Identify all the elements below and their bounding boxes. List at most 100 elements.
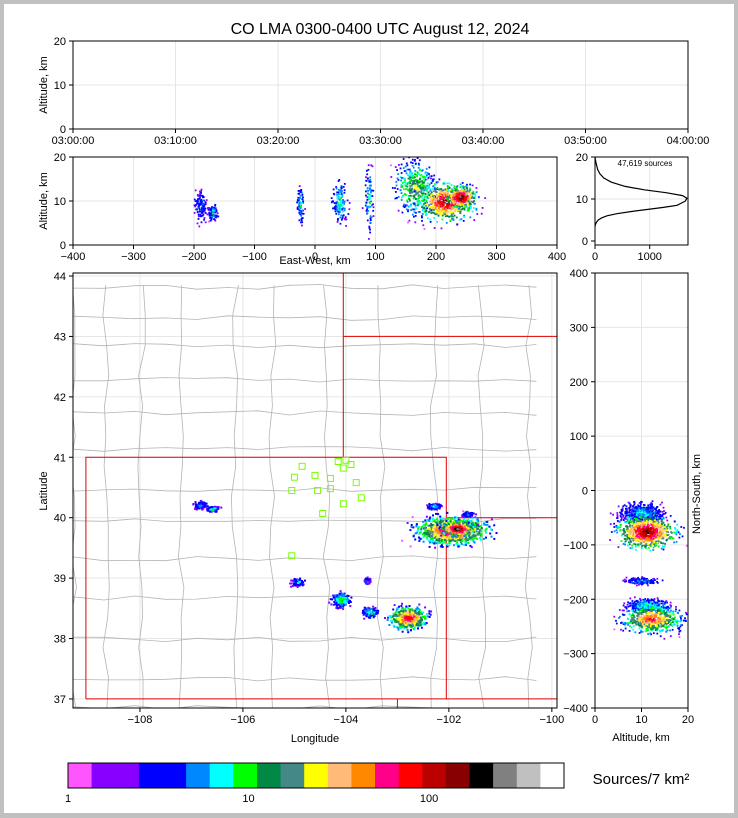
altitude-east-west-source-point — [366, 173, 368, 175]
altitude-east-west-source-point — [212, 209, 214, 211]
altitude-east-west-source-point — [401, 177, 403, 179]
altitude-east-west-source-point — [412, 175, 414, 177]
altitude-east-west-source-point — [367, 193, 369, 195]
figure-frame: CO LMA 0300-0400 UTC August 12, 2024 03:… — [4, 4, 734, 813]
altitude-east-west-source-point — [299, 210, 301, 212]
altitude-east-west-source-point — [419, 186, 421, 188]
altitude-time-y-tick-label: 20 — [54, 36, 66, 48]
altitude-east-west-source-point — [424, 195, 426, 197]
altitude-east-west-source-point — [403, 188, 405, 190]
altitude-east-west-source-point — [429, 175, 431, 177]
altitude-east-west-source-point — [404, 193, 406, 195]
altitude-east-west-source-point — [412, 162, 414, 164]
altitude-east-west-source-point — [206, 214, 208, 216]
altitude-east-west-source-point — [476, 213, 478, 215]
altitude-east-west-source-point — [340, 209, 342, 211]
altitude-east-west-source-point — [298, 212, 300, 214]
altitude-east-west-source-point — [344, 192, 346, 194]
altitude-east-west-source-point — [334, 202, 336, 204]
altitude-east-west-source-point — [344, 201, 346, 203]
altitude-east-west-source-point — [214, 220, 216, 222]
altitude-east-west-source-point — [431, 182, 433, 184]
altitude-east-west-source-point — [200, 195, 202, 197]
altitude-east-west-source-point — [410, 179, 412, 181]
altitude-east-west-source-point — [365, 184, 367, 186]
altitude-east-west-source-point — [205, 212, 207, 214]
altitude-east-west-source-point — [418, 163, 420, 165]
altitude-east-west-source-point — [333, 189, 335, 191]
figure-canvas: CO LMA 0300-0400 UTC August 12, 2024 03:… — [4, 4, 734, 813]
altitude-east-west-source-point — [424, 173, 426, 175]
altitude-east-west-source-point — [406, 209, 408, 211]
altitude-east-west-source-point — [342, 211, 344, 213]
altitude-east-west-source-point — [397, 178, 399, 180]
altitude-east-west-source-point — [423, 192, 425, 194]
altitude-east-west-source-point — [397, 173, 399, 175]
altitude-east-west-source-point — [415, 179, 417, 181]
altitude-east-west-source-point — [404, 184, 406, 186]
altitude-east-west-source-point — [342, 199, 344, 201]
altitude-east-west-source-point — [405, 166, 407, 168]
altitude-east-west-source-point — [402, 195, 404, 197]
altitude-east-west-source-point — [415, 207, 417, 209]
altitude-east-west-source-point — [421, 190, 423, 192]
altitude-east-west-source-point — [419, 159, 421, 161]
altitude-east-west-source-point — [199, 209, 201, 211]
altitude-east-west-source-point — [395, 191, 397, 193]
altitude-east-west-source-point — [201, 221, 203, 223]
altitude-east-west-source-point — [418, 173, 420, 175]
altitude-east-west-source-point — [414, 176, 416, 178]
altitude-east-west-source-point — [362, 207, 364, 209]
altitude-east-west-source-point — [340, 215, 342, 217]
altitude-east-west-source-point — [462, 182, 464, 184]
altitude-east-west-source-point — [367, 210, 369, 212]
altitude-east-west-source-point — [344, 208, 346, 210]
altitude-east-west-source-point — [411, 185, 413, 187]
altitude-east-west-source-point — [344, 218, 346, 220]
altitude-east-west-source-point — [400, 180, 402, 182]
altitude-east-west-source-point — [200, 202, 202, 204]
altitude-east-west-source-point — [407, 210, 409, 212]
altitude-east-west-source-point — [198, 198, 200, 200]
altitude-east-west-source-point — [370, 185, 372, 187]
altitude-east-west-source-point — [215, 212, 217, 214]
altitude-east-west-source-point — [409, 192, 411, 194]
altitude-east-west-source-point — [365, 195, 367, 197]
altitude-east-west-source-point — [337, 221, 339, 223]
altitude-east-west-source-point — [342, 202, 344, 204]
altitude-east-west-source-point — [406, 186, 408, 188]
altitude-east-west-source-point — [345, 216, 347, 218]
altitude-east-west-source-point — [300, 222, 302, 224]
altitude-east-west-source-point — [370, 164, 372, 166]
altitude-east-west-source-point — [411, 188, 413, 190]
altitude-east-west-source-point — [369, 229, 371, 231]
altitude-east-west-source-point — [214, 216, 216, 218]
altitude-east-west-source-point — [299, 185, 301, 187]
altitude-east-west-source-point — [365, 202, 367, 204]
altitude-east-west-source-point — [299, 203, 301, 205]
altitude-east-west-source-point — [403, 205, 405, 207]
altitude-east-west-source-point — [401, 199, 403, 201]
altitude-east-west-source-point — [301, 213, 303, 215]
altitude-east-west-source-point — [301, 225, 303, 227]
altitude-east-west-source-point — [297, 200, 299, 202]
altitude-east-west-source-point — [415, 183, 417, 185]
altitude-east-west-source-point — [415, 194, 417, 196]
altitude-east-west-source-point — [339, 217, 341, 219]
altitude-east-west-source-point — [409, 172, 411, 174]
altitude-east-west-source-point — [463, 220, 465, 222]
altitude-east-west-source-point — [431, 175, 433, 177]
altitude-east-west-source-point — [208, 221, 210, 223]
altitude-east-west-source-point — [370, 206, 372, 208]
altitude-east-west-source-point — [301, 202, 303, 204]
altitude-east-west-source-point — [202, 203, 204, 205]
altitude-east-west-source-point — [372, 195, 374, 197]
altitude-east-west-source-point — [339, 190, 341, 192]
altitude-east-west-source-point — [339, 193, 341, 195]
altitude-east-west-source-point — [403, 204, 405, 206]
altitude-east-west-source-point — [198, 218, 200, 220]
altitude-east-west-source-point — [406, 163, 408, 165]
altitude-east-west-source-point — [403, 181, 405, 183]
altitude-east-west-source-point — [201, 212, 203, 214]
altitude-east-west-source-point — [300, 215, 302, 217]
